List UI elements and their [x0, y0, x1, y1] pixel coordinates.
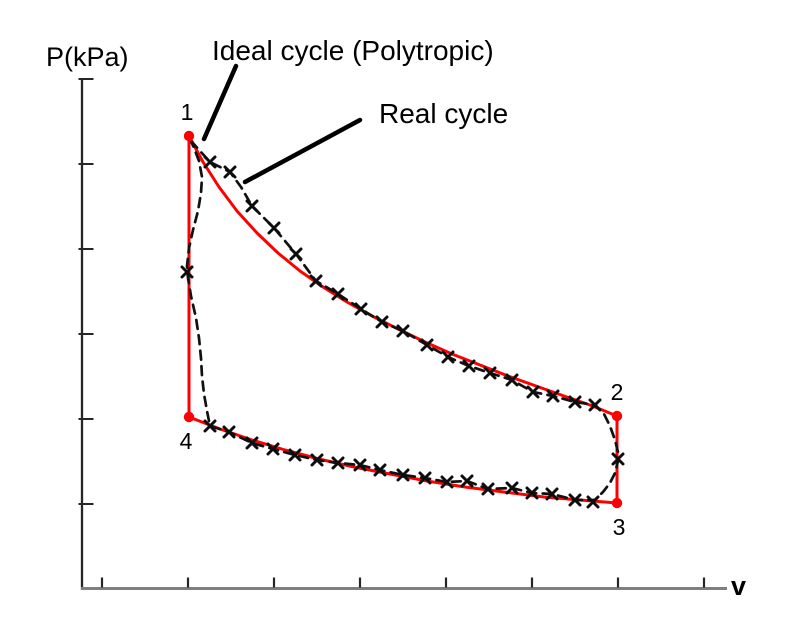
x-marker — [222, 425, 236, 439]
axes — [78, 78, 727, 590]
x-marker — [418, 471, 432, 485]
state-point-4 — [183, 411, 195, 423]
x-marker — [440, 475, 454, 489]
x-marker — [525, 486, 539, 500]
x-marker — [396, 468, 410, 482]
state-label-2: 2 — [610, 379, 624, 405]
ideal-cycle-leader-line — [201, 63, 239, 142]
x-marker — [180, 265, 194, 279]
state-label-3: 3 — [612, 514, 626, 540]
x-marker — [331, 287, 345, 301]
annotation-leaders — [201, 63, 363, 185]
x-marker — [375, 315, 389, 329]
x-marker — [546, 389, 560, 403]
x-marker — [526, 385, 540, 399]
x-marker — [309, 274, 323, 288]
state-label-1: 1 — [180, 99, 194, 125]
y-axis-label: P(kPa) — [46, 42, 129, 72]
ideal-cycle-path — [187, 134, 619, 505]
x-marker — [354, 302, 368, 316]
x-marker — [396, 324, 410, 338]
x-marker — [203, 419, 217, 433]
x-marker — [373, 463, 387, 477]
x-marker — [289, 247, 303, 261]
x-marker — [462, 359, 476, 373]
x-marker — [586, 495, 600, 509]
x-marker — [588, 398, 602, 412]
state-point-2 — [611, 410, 623, 422]
x-marker — [245, 436, 259, 450]
state-point-3 — [611, 497, 623, 509]
state-points — [183, 130, 623, 509]
x-marker — [310, 453, 324, 467]
x-marker — [460, 474, 474, 488]
x-marker — [203, 155, 217, 169]
real-cycle-path — [185, 139, 620, 502]
x-axis-label: v — [731, 571, 747, 601]
x-marker — [481, 482, 495, 496]
x-marker — [545, 487, 559, 501]
x-marker — [420, 338, 434, 352]
real-cycle-leader-line — [242, 117, 363, 185]
x-marker — [505, 481, 519, 495]
x-marker — [568, 395, 582, 409]
x-marker — [611, 452, 625, 466]
real-cycle-annotation-label: Real cycle — [379, 98, 509, 129]
state-point-1 — [183, 130, 195, 142]
ideal-cycle-annotation-label: Ideal cycle (Polytropic) — [212, 35, 494, 66]
x-marker — [568, 493, 582, 507]
x-marker — [288, 448, 302, 462]
x-marker — [441, 350, 455, 364]
x-marker — [483, 366, 497, 380]
state-label-4: 4 — [179, 428, 193, 454]
x-marker — [505, 373, 519, 387]
x-marker — [331, 456, 345, 470]
x-marker — [353, 458, 367, 472]
x-marker — [223, 165, 237, 179]
real-cycle — [180, 139, 625, 509]
x-marker — [267, 221, 281, 235]
real-cycle-x-markers — [180, 155, 625, 509]
x-marker — [266, 442, 280, 456]
x-marker — [245, 199, 259, 213]
ideal-cycle — [187, 134, 619, 505]
